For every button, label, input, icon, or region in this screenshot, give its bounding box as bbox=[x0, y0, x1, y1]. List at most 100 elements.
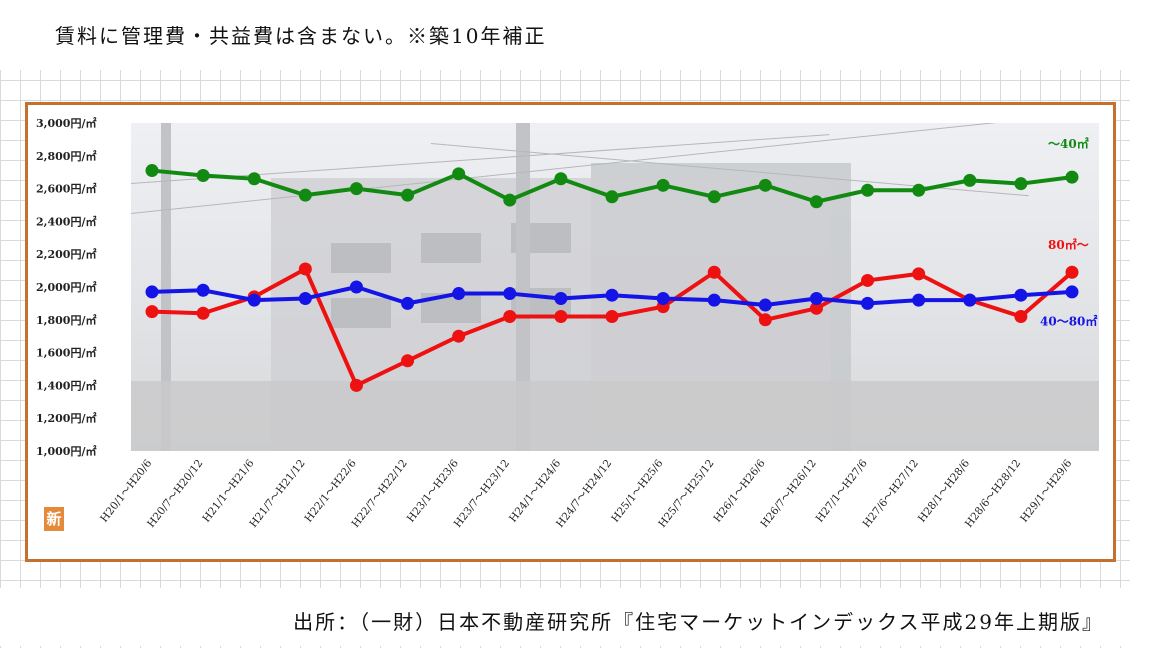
data-point bbox=[656, 178, 670, 192]
y-tick-label: 2,600円/㎡ bbox=[36, 182, 96, 196]
data-point bbox=[298, 291, 312, 305]
data-point bbox=[554, 310, 568, 324]
data-point bbox=[145, 285, 159, 299]
data-point bbox=[1065, 285, 1079, 299]
line-chart: 3,000円/㎡ 2,800円/㎡ 2,600円/㎡ 2,400円/㎡ 2,200円/㎡… bbox=[36, 116, 1097, 530]
data-point bbox=[963, 173, 977, 187]
data-point bbox=[963, 293, 977, 307]
page-margin bbox=[1130, 0, 1152, 648]
photo-window bbox=[331, 243, 391, 273]
x-tick-label: H23/7～H23/12 bbox=[452, 457, 512, 530]
data-point bbox=[503, 310, 517, 324]
data-point bbox=[298, 262, 312, 276]
data-point bbox=[452, 287, 466, 301]
data-point bbox=[1065, 170, 1079, 184]
x-tick-label: H20/1～H20/6 bbox=[98, 457, 154, 525]
data-point bbox=[809, 291, 823, 305]
data-point bbox=[912, 267, 926, 281]
x-tick-label: H26/1～H26/6 bbox=[711, 457, 767, 525]
series-line bbox=[151, 266, 1074, 388]
data-point bbox=[1014, 310, 1028, 324]
y-tick-label: 1,800円/㎡ bbox=[36, 313, 96, 327]
x-tick-label: H27/6～H27/12 bbox=[861, 457, 921, 530]
x-tick-label: H28/1～H28/6 bbox=[916, 457, 972, 525]
data-point bbox=[758, 298, 772, 312]
x-tick-label: H28/6～H28/12 bbox=[963, 457, 1023, 530]
data-point bbox=[912, 293, 926, 307]
y-tick-label: 3,000円/㎡ bbox=[36, 116, 96, 130]
data-point bbox=[145, 305, 159, 319]
data-point bbox=[452, 329, 466, 343]
photo-pole bbox=[161, 123, 171, 451]
data-point bbox=[758, 313, 772, 327]
y-tick-label: 1,000円/㎡ bbox=[36, 444, 96, 458]
data-point bbox=[196, 306, 210, 320]
photo-window bbox=[331, 298, 391, 328]
data-point bbox=[349, 280, 363, 294]
y-tick-label: 1,400円/㎡ bbox=[36, 378, 96, 392]
data-point bbox=[1014, 288, 1028, 302]
data-point bbox=[605, 288, 619, 302]
x-tick-label: H24/1～H24/6 bbox=[507, 457, 563, 525]
data-point bbox=[247, 293, 261, 307]
data-point bbox=[861, 296, 875, 310]
data-point bbox=[145, 164, 159, 178]
data-point bbox=[554, 172, 568, 186]
data-point bbox=[554, 291, 568, 305]
y-tick-label: 1,200円/㎡ bbox=[36, 411, 96, 425]
new-badge: 新 bbox=[44, 507, 64, 531]
data-point bbox=[758, 178, 772, 192]
data-point bbox=[452, 167, 466, 181]
data-point bbox=[707, 265, 721, 279]
x-tick-label: H22/7～H22/12 bbox=[350, 457, 410, 530]
photo-pole bbox=[516, 123, 530, 451]
data-point bbox=[247, 172, 261, 186]
x-tick-label: H27/1～H27/6 bbox=[814, 457, 870, 525]
note-banner: 賃料に管理費・共益費は含まない。※築10年補正 bbox=[0, 0, 1130, 70]
y-tick-label: 2,800円/㎡ bbox=[36, 149, 96, 163]
x-tick-label: H25/7～H25/12 bbox=[656, 457, 716, 530]
plot-background-photo bbox=[131, 123, 1099, 451]
data-point bbox=[861, 183, 875, 197]
series-label: 40～80㎡ bbox=[1040, 313, 1097, 328]
x-tick-label: H29/1～H29/6 bbox=[1018, 457, 1074, 525]
data-point bbox=[912, 183, 926, 197]
x-tick-label: H21/7～H21/12 bbox=[247, 457, 307, 530]
data-point bbox=[1065, 265, 1079, 279]
data-point bbox=[196, 168, 210, 182]
y-tick-label: 2,000円/㎡ bbox=[36, 280, 96, 294]
x-tick-label: H24/7～H24/12 bbox=[554, 457, 614, 530]
source-text: 出所：（一財）日本不動産研究所『住宅マーケットインデックス平成29年上期版』 bbox=[293, 610, 1104, 634]
series-label: ～40㎡ bbox=[1048, 136, 1089, 151]
x-tick-label: H22/1～H22/6 bbox=[303, 457, 359, 525]
y-tick-label: 2,200円/㎡ bbox=[36, 247, 96, 261]
data-point bbox=[707, 293, 721, 307]
data-point bbox=[349, 378, 363, 392]
data-point bbox=[861, 273, 875, 287]
x-tick-label: H25/1～H25/6 bbox=[609, 457, 665, 525]
data-point bbox=[401, 188, 415, 202]
x-tick-label: H23/1～H23/6 bbox=[405, 457, 461, 525]
x-tick-label: H26/7～H26/12 bbox=[758, 457, 818, 530]
data-point bbox=[503, 193, 517, 207]
data-point bbox=[196, 283, 210, 297]
data-point bbox=[298, 188, 312, 202]
data-point bbox=[707, 190, 721, 204]
data-point bbox=[401, 296, 415, 310]
data-point bbox=[809, 301, 823, 315]
data-point bbox=[656, 291, 670, 305]
data-point bbox=[809, 195, 823, 209]
data-point bbox=[1014, 177, 1028, 191]
source-banner: 出所：（一財）日本不動産研究所『住宅マーケットインデックス平成29年上期版』 bbox=[0, 588, 1130, 646]
photo-ground bbox=[131, 381, 1099, 451]
note-text: 賃料に管理費・共益費は含まない。※築10年補正 bbox=[55, 24, 547, 48]
x-tick-label: H21/1～H21/6 bbox=[200, 457, 256, 525]
chart-frame: 3,000円/㎡ 2,800円/㎡ 2,600円/㎡ 2,400円/㎡ 2,200円/㎡… bbox=[25, 102, 1116, 562]
photo-window bbox=[421, 233, 481, 263]
series-label: 80㎡～ bbox=[1048, 237, 1089, 252]
data-point bbox=[349, 182, 363, 196]
data-point bbox=[503, 287, 517, 301]
x-tick-label: H20/7～H20/12 bbox=[145, 457, 205, 530]
data-point bbox=[605, 190, 619, 204]
y-tick-label: 2,400円/㎡ bbox=[36, 214, 96, 228]
